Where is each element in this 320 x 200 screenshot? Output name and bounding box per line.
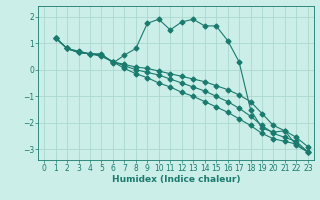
X-axis label: Humidex (Indice chaleur): Humidex (Indice chaleur)	[112, 175, 240, 184]
